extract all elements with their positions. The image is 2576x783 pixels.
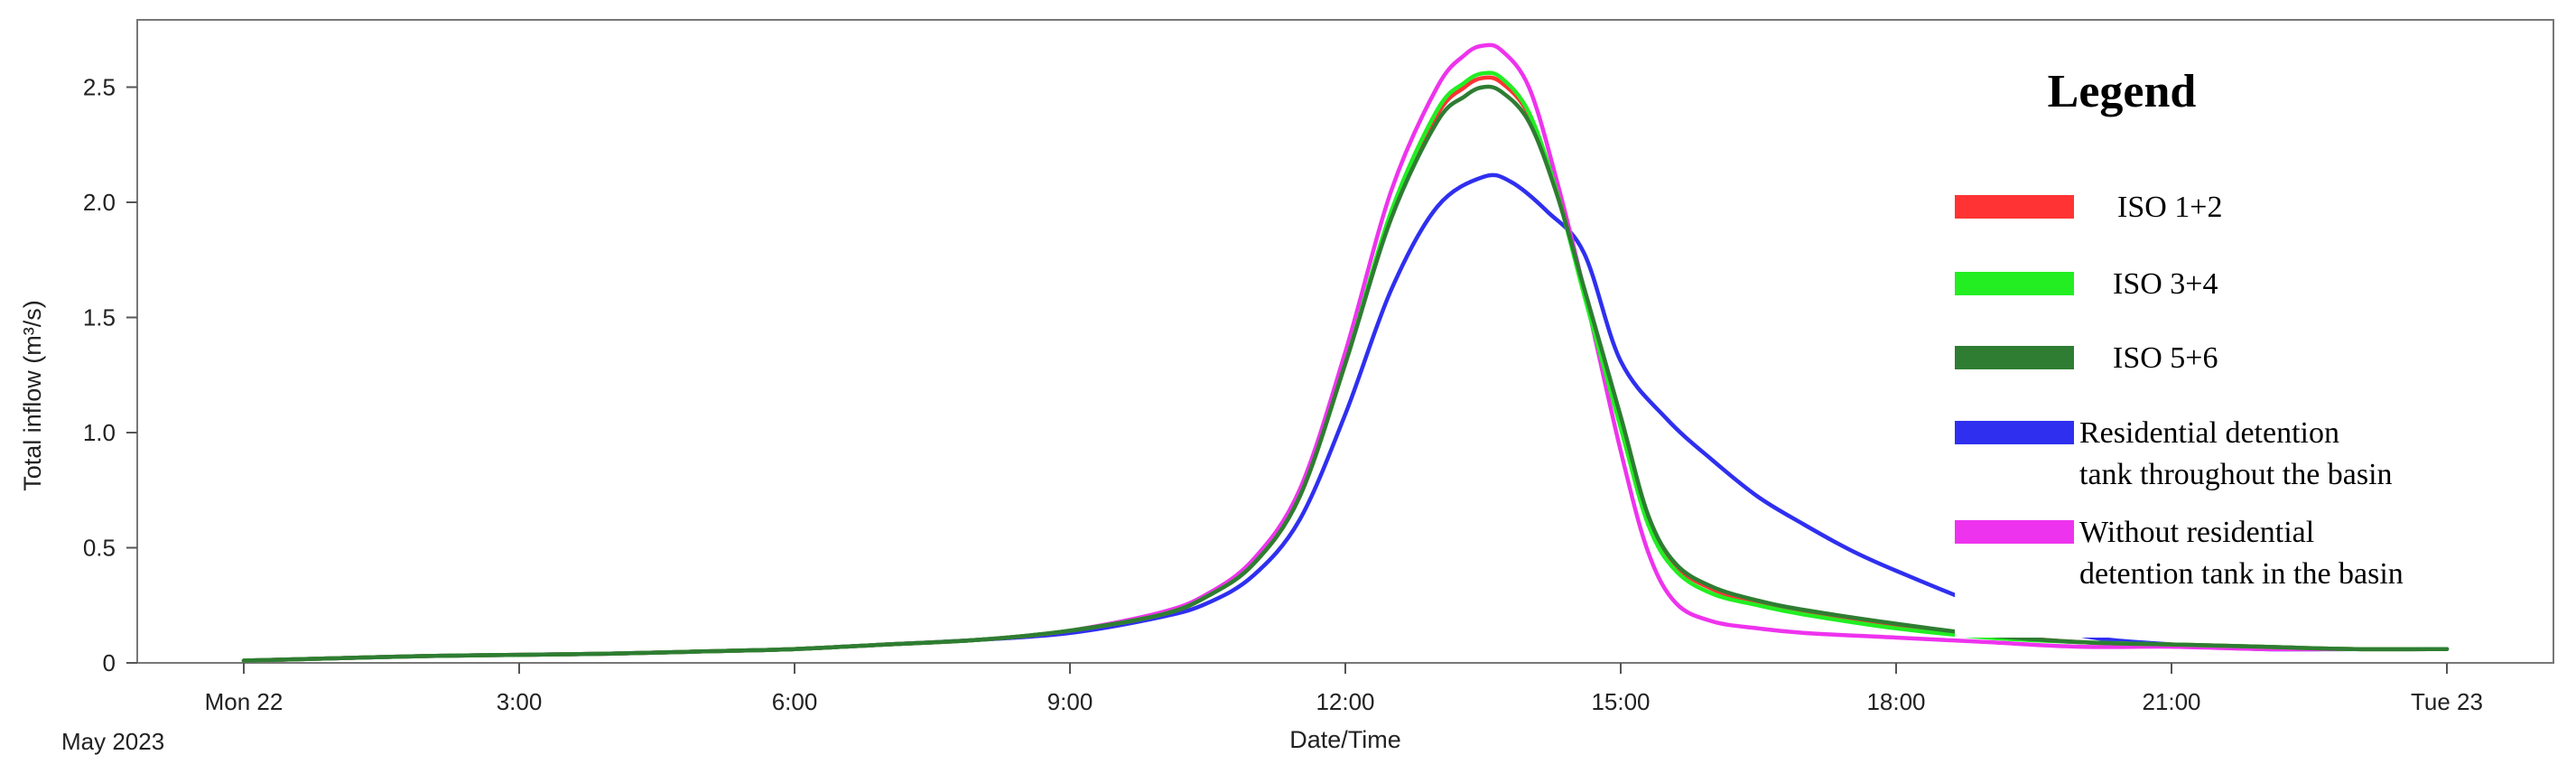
y-tick-label: 0 bbox=[103, 649, 116, 676]
legend-title: Legend bbox=[2048, 66, 2197, 117]
x-tick-label: Mon 22 bbox=[205, 688, 284, 715]
date-caption: May 2023 bbox=[61, 728, 164, 755]
x-tick-label: 12:00 bbox=[1316, 688, 1374, 715]
x-tick-label: 18:00 bbox=[1866, 688, 1925, 715]
x-tick-label: 21:00 bbox=[2142, 688, 2200, 715]
legend-swatch bbox=[1955, 346, 2074, 369]
y-tick-label: 2.0 bbox=[83, 189, 116, 216]
legend-swatch bbox=[1955, 195, 2074, 219]
x-tick-label: Tue 23 bbox=[2411, 688, 2483, 715]
x-tick-label: 15:00 bbox=[1591, 688, 1650, 715]
x-tick-label: 3:00 bbox=[497, 688, 543, 715]
y-tick-label: 2.5 bbox=[83, 74, 116, 101]
axis-layer: 0 0.5 1.0 1.5 2.0 2.5 Mon 22 3:00 6:00 9:00 12:00 1… bbox=[19, 74, 2483, 756]
y-axis-title: Total inflow (m³/s) bbox=[19, 300, 46, 491]
legend-label: tank throughout the basin bbox=[2079, 458, 2393, 491]
legend-label: ISO 3+4 bbox=[2113, 267, 2218, 301]
legend-label: Residential detention bbox=[2079, 416, 2339, 450]
legend-label: Without residential bbox=[2079, 516, 2314, 549]
y-tick-label: 1.0 bbox=[83, 419, 116, 446]
legend-swatch bbox=[1955, 520, 2074, 544]
x-tick-label: 9:00 bbox=[1047, 688, 1093, 715]
x-tick-label: 6:00 bbox=[772, 688, 818, 715]
legend-label: detention tank in the basin bbox=[2079, 557, 2404, 591]
legend: Legend ISO 1+2 ISO 3+4 ISO 5+6 Residential d… bbox=[1955, 66, 2404, 591]
y-tick-label: 0.5 bbox=[83, 535, 116, 562]
y-tick-label: 1.5 bbox=[83, 304, 116, 331]
legend-label: ISO 1+2 bbox=[2117, 191, 2222, 224]
x-axis-title: Date/Time bbox=[1289, 726, 1401, 753]
legend-swatch bbox=[1955, 272, 2074, 295]
series-line-5 bbox=[241, 84, 2450, 663]
legend-swatch bbox=[1955, 421, 2074, 444]
legend-label: ISO 5+6 bbox=[2113, 341, 2218, 375]
